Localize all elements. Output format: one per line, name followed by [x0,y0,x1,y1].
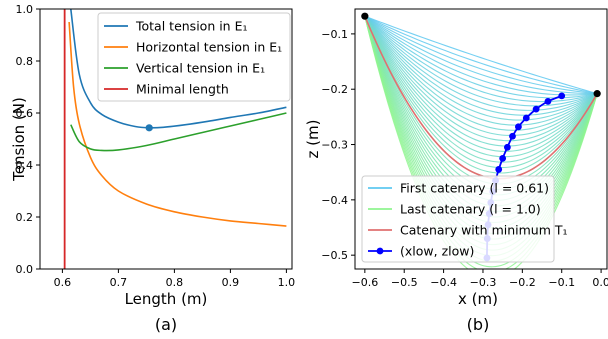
panel-b-xtick-label: −0.3 [470,276,497,289]
panel-a-series-line-1 [68,21,287,227]
catenary-curve [364,15,598,163]
panel-a-series-line-2 [70,112,287,152]
xlow-zlow-point [558,92,566,100]
panel-b-legend-marker [376,247,384,255]
panel-a-ytick-label: 0.4 [16,159,34,172]
min-tension-marker [145,124,153,132]
catenary-curve [364,15,598,95]
panel-a-legend-label: Horizontal tension in E₁ [136,40,282,55]
panel-a-ylabel: Tension (N) [10,97,28,182]
catenary-curve [364,15,598,107]
catenary-curve [364,16,598,269]
xlow-zlow-point [532,105,540,113]
panel-a-ytick-label: 1.0 [16,3,34,16]
xlow-zlow-point [495,166,503,173]
catenary-curve [364,15,598,147]
xlow-zlow-point [499,154,507,162]
catenary-curve [364,16,598,269]
panel-a-label: (a) [155,315,177,334]
xlow-zlow-point [509,132,516,140]
panel-b-xtick-label: −0.5 [391,276,418,289]
catenary-curve [364,15,598,103]
panel-a-axes-frame [39,8,293,270]
panel-b-label: (b) [467,315,490,334]
anchor-point [361,12,369,20]
panel-a-ytick-label: 0.0 [16,263,34,276]
panel-a-legend-label: Total tension in E₁ [135,19,248,34]
xlow-zlow-point [544,97,552,105]
xlow-zlow-point [522,114,530,122]
panel-b-ytick-label: −0.1 [321,28,348,41]
panel-b-axes-frame [354,8,608,270]
panel-b-xtick-label: −0.6 [351,276,378,289]
panel-a-legend-label: Minimal length [136,82,229,97]
panel-a-legend-box [97,12,291,102]
catenary-curve [364,15,598,158]
catenary-curve [364,15,598,126]
catenary-curve [364,15,598,95]
catenary-curve [364,15,598,152]
catenary-curve [364,15,598,95]
panel-b-ytick-label: −0.3 [321,139,348,152]
panel-b-legend-label: (xlow, zlow) [400,244,474,259]
panel-b-xtick-label: −0.1 [548,276,575,289]
panel-b-xtick-label: 0.0 [592,276,608,289]
panel-a-xlabel: Length (m) [125,290,208,308]
panel-a-ytick-label: 0.8 [16,55,34,68]
panel-b-xlabel: x (m) [458,290,498,308]
panel-b-ylabel: z (m) [304,120,322,159]
catenary-curve [364,15,598,169]
panel-b-ytick-label: −0.2 [321,83,348,96]
catenary-curve [364,15,598,95]
panel-a-xtick-label: 0.8 [166,276,184,289]
panel-b-xtick-label: −0.4 [430,276,457,289]
panel-a-legend: Total tension in E₁ Horizontal tension in… [97,12,291,102]
panel-b-legend-label: Catenary with minimum T₁ [400,223,568,238]
panel-b-legend-box [361,175,555,263]
panel-a-xtick-label: 0.7 [110,276,128,289]
xlow-zlow-point [515,123,522,131]
panel-a-ytick-label: 0.2 [16,211,34,224]
panel-a-ytick-label: 0.6 [16,107,34,120]
catenary-curve [364,15,598,131]
catenary-curve [364,15,598,111]
panel-a-chart: 0.6 0.7 0.8 0.9 1.0 0.0 0.2 0.4 0.6 0.8 1.0 Length… [10,3,295,334]
xlow-zlow-point [503,143,511,151]
panel-b-ytick-label: −0.4 [321,194,348,207]
panel-b-chart: −0.6 −0.5 −0.4 −0.3 −0.2 −0.1 0.0−0.5−0.4−0.3−… [304,8,608,334]
panel-a-xtick-label: 0.9 [222,276,240,289]
catenary-curve [364,15,598,96]
panel-b-legend-label: First catenary (l = 0.61) [400,181,549,196]
catenary-curve [364,15,598,174]
catenary-curve [364,15,598,116]
panel-b-legend: First catenary (l = 0.61) Last catenary (… [361,175,568,263]
catenary-curve [364,15,598,121]
panel-b-ytick-label: −0.5 [321,249,348,262]
catenary-curve [364,15,598,142]
panel-a-xtick-label: 1.0 [278,276,296,289]
panel-a-xtick-label: 0.6 [54,276,72,289]
panel-b-xtick-label: −0.2 [509,276,536,289]
anchor-point [593,90,601,98]
catenary-curve [364,15,598,137]
catenary-curve [364,16,598,268]
panel-a-legend-label: Vertical tension in E₁ [136,61,265,76]
panel-b-legend-label: Last catenary (l = 1.0) [400,202,541,217]
